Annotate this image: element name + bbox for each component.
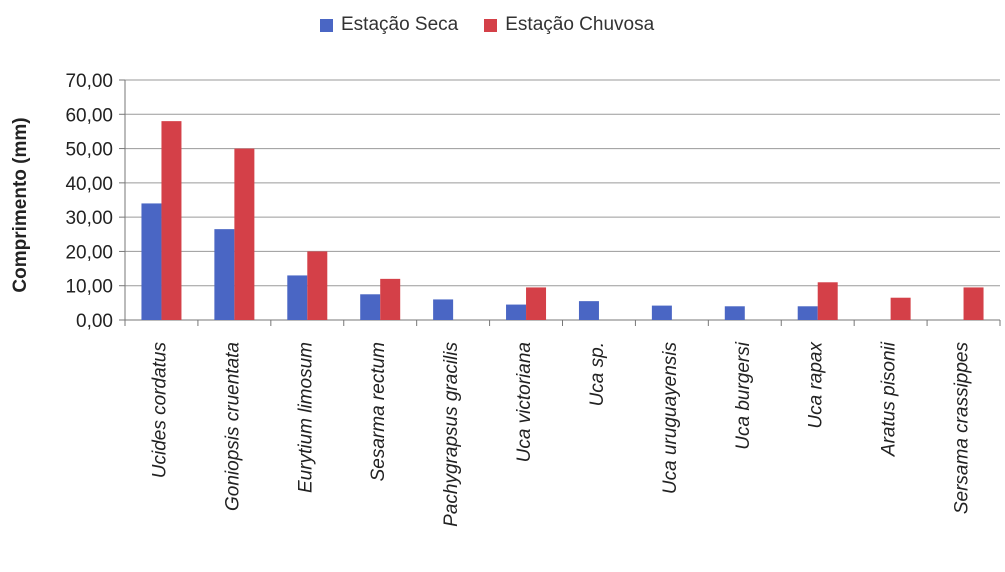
legend: Estação Seca Estação Chuvosa xyxy=(320,14,654,36)
x-tick-label: Uca victoriana xyxy=(514,342,535,462)
y-tick-label: 40,00 xyxy=(65,174,113,195)
bar-seca xyxy=(433,299,454,320)
x-tick-label: Uca sp. xyxy=(587,342,608,406)
y-tick-label: 10,00 xyxy=(65,277,113,298)
x-tick-label: Sesarma rectum xyxy=(368,342,389,481)
bar-seca xyxy=(360,294,381,320)
x-tick-label: Uca burgersi xyxy=(733,341,754,449)
legend-swatch-seca xyxy=(320,18,333,32)
bar-seca xyxy=(214,229,235,320)
legend-label-chuvosa: Estação Chuvosa xyxy=(505,14,655,35)
y-tick-label: 50,00 xyxy=(65,140,113,161)
legend-label-seca: Estação Seca xyxy=(341,14,459,35)
bar-seca xyxy=(287,275,308,320)
y-tick-label: 60,00 xyxy=(65,105,113,126)
y-tick-label: 0,00 xyxy=(76,311,113,332)
x-tick-label: Eurytium limosum xyxy=(295,342,316,493)
bar-seca xyxy=(724,306,745,320)
x-tick-label: Aratus pisonii xyxy=(879,341,900,457)
bar-chuvosa xyxy=(380,278,401,320)
x-tick-label: Uca rapax xyxy=(806,341,827,429)
y-tick-label: 70,00 xyxy=(65,71,113,92)
x-tick-label: Goniopsis cruentata xyxy=(222,342,243,511)
bar-seca xyxy=(651,305,672,320)
bar-chuvosa xyxy=(817,282,838,320)
bar-seca xyxy=(797,306,818,320)
bar-seca xyxy=(141,203,162,320)
bar-chuvosa xyxy=(307,251,328,320)
x-tick-label: Uca uruguayensis xyxy=(660,342,681,495)
y-tick-label: 20,00 xyxy=(65,242,113,263)
bar-chuvosa xyxy=(526,287,547,320)
bar-chuvosa xyxy=(963,287,984,320)
bar-chuvosa xyxy=(890,297,911,320)
x-tick-label: Pachygrapsus gracilis xyxy=(441,342,462,527)
bar-chuvosa xyxy=(234,148,255,320)
legend-item-seca: Estação Seca xyxy=(320,14,458,36)
x-tick-label: Ucides cordatus xyxy=(149,342,170,479)
legend-swatch-chuvosa xyxy=(484,18,498,32)
bar-seca xyxy=(578,301,599,320)
y-tick-label: 30,00 xyxy=(65,208,113,229)
bar-chuvosa xyxy=(161,121,182,321)
x-tick-label: Sersama crassippes xyxy=(952,342,973,515)
legend-item-chuvosa: Estação Chuvosa xyxy=(484,14,654,36)
bar-seca xyxy=(506,304,527,320)
